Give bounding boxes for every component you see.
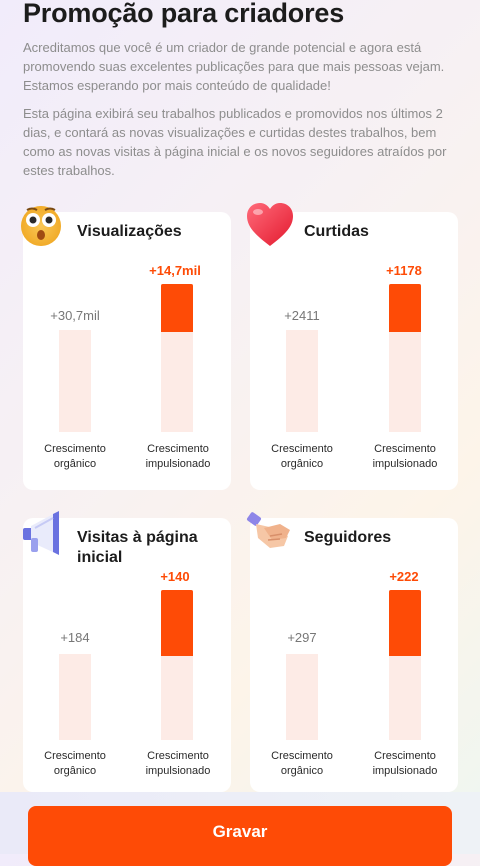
organic-value: +2411 bbox=[284, 308, 320, 323]
organic-bar bbox=[286, 330, 318, 432]
boosted-value: +140 bbox=[160, 569, 190, 584]
card-curtidas: Curtidas +2411 +1178 Crescimento orgânic… bbox=[247, 203, 458, 490]
card-title: Visitas à página inicial bbox=[77, 529, 198, 566]
boosted-label: Crescimento impulsionado bbox=[372, 750, 438, 777]
handshake-icon bbox=[247, 512, 290, 548]
card-title: Seguidores bbox=[304, 529, 392, 546]
boosted-value: +14,7mil bbox=[149, 263, 201, 278]
organic-label: Crescimento orgânico bbox=[271, 750, 333, 777]
card-title: Curtidas bbox=[304, 223, 369, 240]
organic-value: +30,7mil bbox=[50, 308, 100, 323]
organic-bar bbox=[59, 654, 91, 740]
organic-value: +297 bbox=[287, 630, 317, 645]
organic-label: Crescimento orgânico bbox=[271, 443, 333, 470]
card-visitas: Visitas à página inicial +184 +140 Cresc… bbox=[23, 511, 231, 792]
megaphone-icon bbox=[23, 511, 59, 555]
boosted-label: Crescimento impulsionado bbox=[145, 443, 211, 470]
boosted-bar bbox=[161, 590, 193, 740]
card-visualizacoes: Visualizações +30,7mil +14,7mil Crescime… bbox=[21, 206, 231, 490]
organic-label: Crescimento orgânico bbox=[44, 443, 106, 470]
heart-icon bbox=[247, 203, 293, 246]
intro-paragraph-2: Esta página exibirá seu trabalhos public… bbox=[23, 106, 447, 178]
gravar-button[interactable]: Gravar bbox=[28, 806, 452, 866]
organic-bar bbox=[286, 654, 318, 740]
boosted-bar bbox=[161, 284, 193, 432]
card-seguidores: Seguidores +297 +222 Crescimento orgânic… bbox=[247, 512, 458, 792]
organic-label: Crescimento orgânico bbox=[44, 750, 106, 777]
boosted-bar bbox=[389, 590, 421, 740]
boosted-value: +222 bbox=[389, 569, 419, 584]
boosted-label: Crescimento impulsionado bbox=[145, 750, 211, 777]
boosted-label: Crescimento impulsionado bbox=[372, 443, 438, 470]
page-title: Promoção para criadores bbox=[23, 0, 345, 28]
boosted-bar bbox=[389, 284, 421, 432]
boosted-value: +1178 bbox=[386, 263, 422, 278]
astonished-face-icon bbox=[21, 206, 61, 246]
card-title: Visualizações bbox=[77, 223, 182, 240]
intro-paragraph-1: Acreditamos que você é um criador de gra… bbox=[23, 40, 445, 93]
organic-value: +184 bbox=[60, 630, 90, 645]
organic-bar bbox=[59, 330, 91, 432]
